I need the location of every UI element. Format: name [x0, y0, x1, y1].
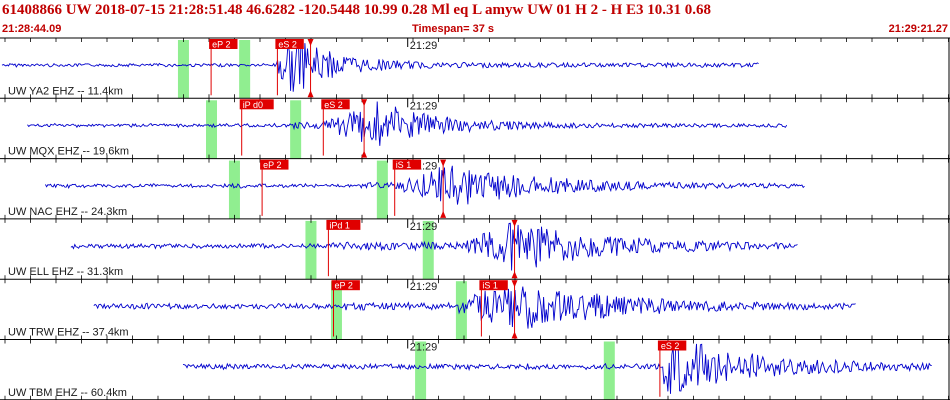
- station-label: UW TBM EHZ -- 60.4km: [8, 387, 127, 399]
- waveform-4: [93, 286, 856, 329]
- pick-label: eP 2: [212, 40, 230, 50]
- pick-marker-triangle: [307, 39, 314, 46]
- header-bar: 61408866 UW 2018-07-15 21:28:51.48 46.62…: [0, 0, 950, 24]
- pick-label-box: [209, 39, 238, 49]
- pick-marker-triangle: [511, 271, 518, 279]
- pick-window-1-0: [206, 100, 217, 159]
- event-title: 61408866 UW 2018-07-15 21:28:51.48 46.62…: [2, 2, 712, 18]
- minute-label: 21:29: [410, 40, 438, 52]
- minute-label: 21:29: [410, 342, 438, 354]
- pick-label-box: [239, 99, 274, 110]
- pick-label-box: [392, 159, 422, 170]
- start-time-label: 21:28:44.09: [2, 23, 62, 35]
- pick-window-4-1: [455, 281, 467, 340]
- waveform-5: [182, 343, 932, 394]
- pick-window-3-1: [422, 220, 434, 280]
- minute-label: 21:29: [410, 100, 438, 112]
- pick-marker-triangle: [307, 90, 314, 98]
- pick-window-1-1: [290, 100, 302, 159]
- station-label: UW YA2 EHZ -- 11.4km: [8, 85, 123, 97]
- pick-marker-triangle: [511, 331, 518, 339]
- pick-label: iP d0: [243, 100, 263, 110]
- station-label: UW MQX EHZ -- 19.6km: [8, 146, 129, 158]
- pick-label: eS 2: [661, 341, 680, 351]
- waveform-1: [27, 101, 788, 146]
- waveform-2: [45, 165, 805, 205]
- pick-window-0-1: [239, 40, 251, 99]
- pick-label-box: [260, 159, 289, 170]
- end-time-label: 21:29:21.27: [888, 23, 948, 35]
- timespan-label: Timespan= 37 s: [412, 23, 495, 35]
- pick-marker-triangle: [440, 210, 447, 218]
- pick-label: eS 2: [278, 40, 297, 50]
- pick-window-5-0: [415, 341, 427, 400]
- pick-label: eS 2: [324, 100, 343, 110]
- station-label: UW NAC EHZ -- 24.3km: [8, 206, 127, 218]
- pick-window-2-1: [376, 160, 388, 219]
- pick-label-box: [275, 39, 304, 49]
- pick-window-4-0: [330, 281, 342, 340]
- station-label: UW ELL EHZ -- 31.3km: [8, 266, 123, 278]
- pick-label: iS 1: [482, 281, 498, 291]
- minute-label: 21:29: [410, 221, 438, 233]
- pick-label: iPd 1: [329, 220, 350, 230]
- pick-window-2-0: [228, 160, 240, 219]
- pick-label: eP 2: [335, 281, 353, 291]
- station-label: UW TRW EHZ -- 37.4km: [8, 327, 129, 339]
- pick-label: iS 1: [396, 160, 412, 170]
- pick-label-box: [326, 219, 361, 230]
- pick-marker-triangle: [511, 219, 518, 227]
- pick-window-3-0: [305, 220, 317, 280]
- pick-label-box: [479, 280, 508, 291]
- pick-label-box: [657, 340, 687, 351]
- pick-marker-triangle: [361, 99, 368, 107]
- pick-label: eP 2: [263, 160, 281, 170]
- minute-label: 21:29: [410, 281, 438, 293]
- pick-label-box: [321, 99, 350, 110]
- pick-label-box: [331, 280, 360, 291]
- pick-window-5-1: [603, 341, 615, 400]
- pick-marker-triangle: [361, 150, 368, 158]
- waveform-3: [70, 222, 798, 271]
- pick-window-0-0: [177, 40, 189, 99]
- pick-marker-triangle: [440, 159, 447, 167]
- pick-marker-triangle: [511, 280, 518, 288]
- waveform-0: [1, 39, 759, 92]
